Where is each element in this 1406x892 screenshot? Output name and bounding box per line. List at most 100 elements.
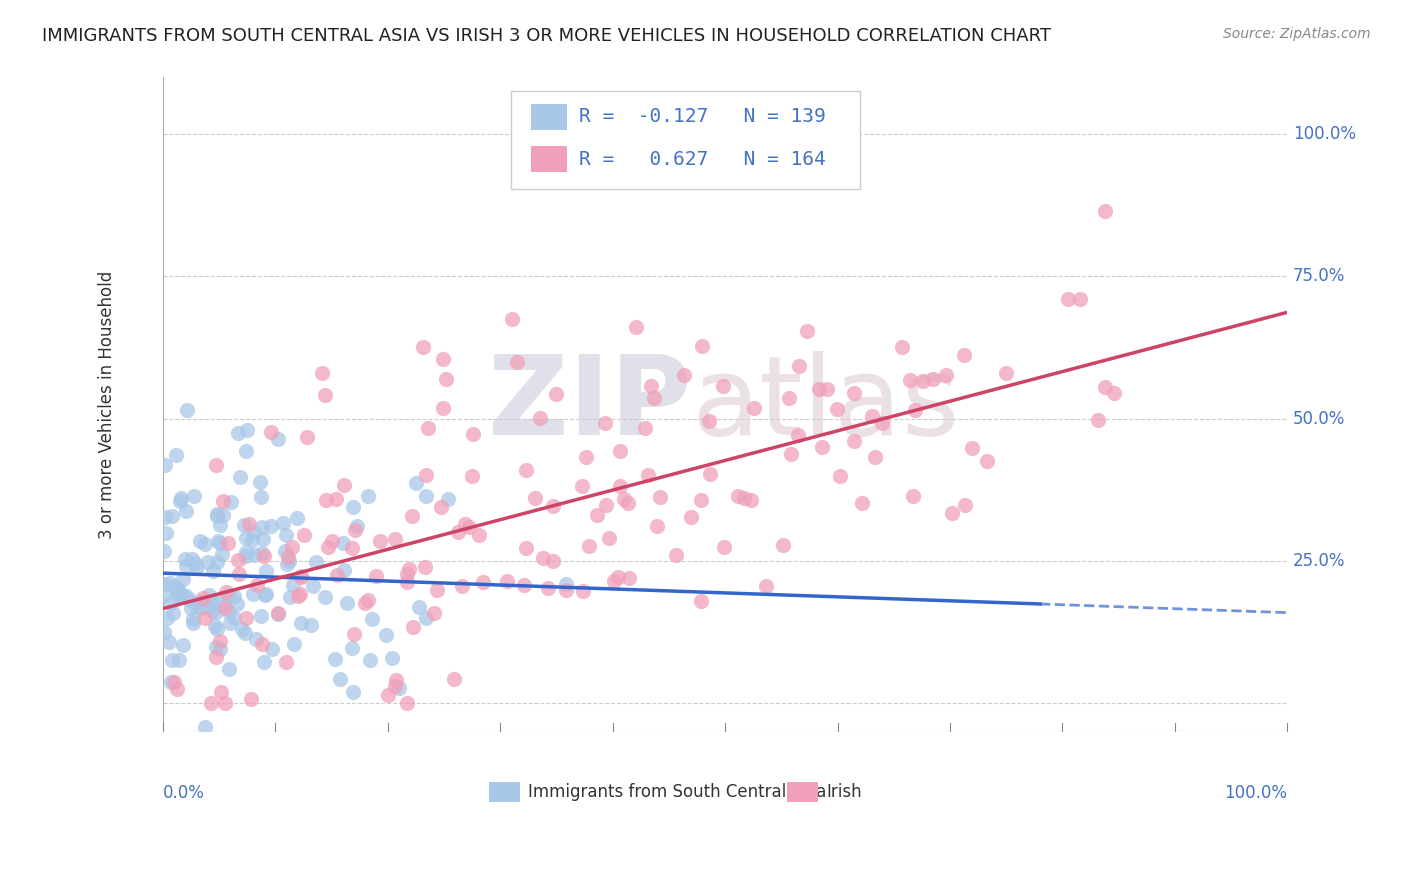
Point [733,491,755,505]
Point [1094,380,1116,394]
Point [194,537,217,551]
Point [537,581,560,595]
Point [212,493,235,508]
Point [467,528,489,542]
Point [434,372,457,386]
Point [243,549,266,563]
Point [211,547,233,561]
Point [595,498,617,512]
Point [844,386,866,401]
Point [172,572,194,586]
Point [292,528,315,542]
Point [501,312,523,326]
Point [288,587,311,601]
Point [458,519,481,533]
Point [235,549,257,563]
Point [505,355,527,369]
Point [190,601,212,615]
Point [697,414,720,428]
Point [205,508,228,522]
Point [172,588,194,602]
Point [302,579,325,593]
Point [316,540,339,554]
Text: 100.0%: 100.0% [1225,784,1288,802]
Point [290,615,312,630]
Point [214,601,236,615]
Point [184,556,207,570]
Point [396,567,419,582]
Point [228,553,250,567]
Point [183,489,205,503]
Point [277,549,299,564]
Point [321,533,343,548]
Point [205,593,228,607]
Point [181,612,204,626]
Point [634,421,657,435]
Point [953,498,976,512]
Point [673,368,696,382]
Point [153,576,176,591]
Point [780,447,803,461]
Point [609,479,631,493]
Point [1094,204,1116,219]
Point [815,382,838,396]
Point [408,600,430,615]
Point [260,425,283,440]
Point [314,388,336,402]
Point [903,489,925,503]
Point [523,491,546,506]
Point [260,642,283,657]
Point [921,372,943,386]
Point [1069,293,1091,307]
Point [204,618,226,632]
Point [235,443,257,458]
Point [555,583,578,598]
Point [167,590,190,604]
Point [233,626,256,640]
Point [346,518,368,533]
Point [153,588,176,602]
Point [543,554,565,568]
Text: R =   0.627   N = 164: R = 0.627 N = 164 [579,150,825,169]
Point [336,597,359,611]
Point [808,382,831,396]
Point [209,684,232,698]
Point [329,672,352,686]
Point [679,509,702,524]
Point [290,569,312,583]
Point [333,563,356,577]
Point [155,526,177,541]
Point [167,585,190,599]
Point [586,508,609,522]
Point [648,490,671,504]
Point [166,681,188,696]
Point [711,379,734,393]
Point [204,640,226,655]
Point [689,593,711,607]
Text: 50.0%: 50.0% [1294,409,1346,427]
Point [274,655,297,669]
Point [342,685,364,699]
Point [772,538,794,552]
Point [205,508,228,523]
Point [1057,292,1080,306]
Point [160,653,183,667]
Point [643,391,665,405]
Point [727,489,749,503]
Point [413,560,436,574]
Point [343,523,366,537]
Point [571,478,593,492]
Point [305,555,328,569]
Point [423,606,446,620]
Point [211,598,233,612]
Point [384,532,406,546]
Point [218,605,240,619]
Point [172,638,194,652]
Point [267,607,290,621]
Point [432,401,454,416]
Text: Immigrants from South Central Asia: Immigrants from South Central Asia [529,783,827,801]
Point [209,634,232,648]
Point [609,443,631,458]
Point [935,368,957,382]
Point [778,391,800,405]
